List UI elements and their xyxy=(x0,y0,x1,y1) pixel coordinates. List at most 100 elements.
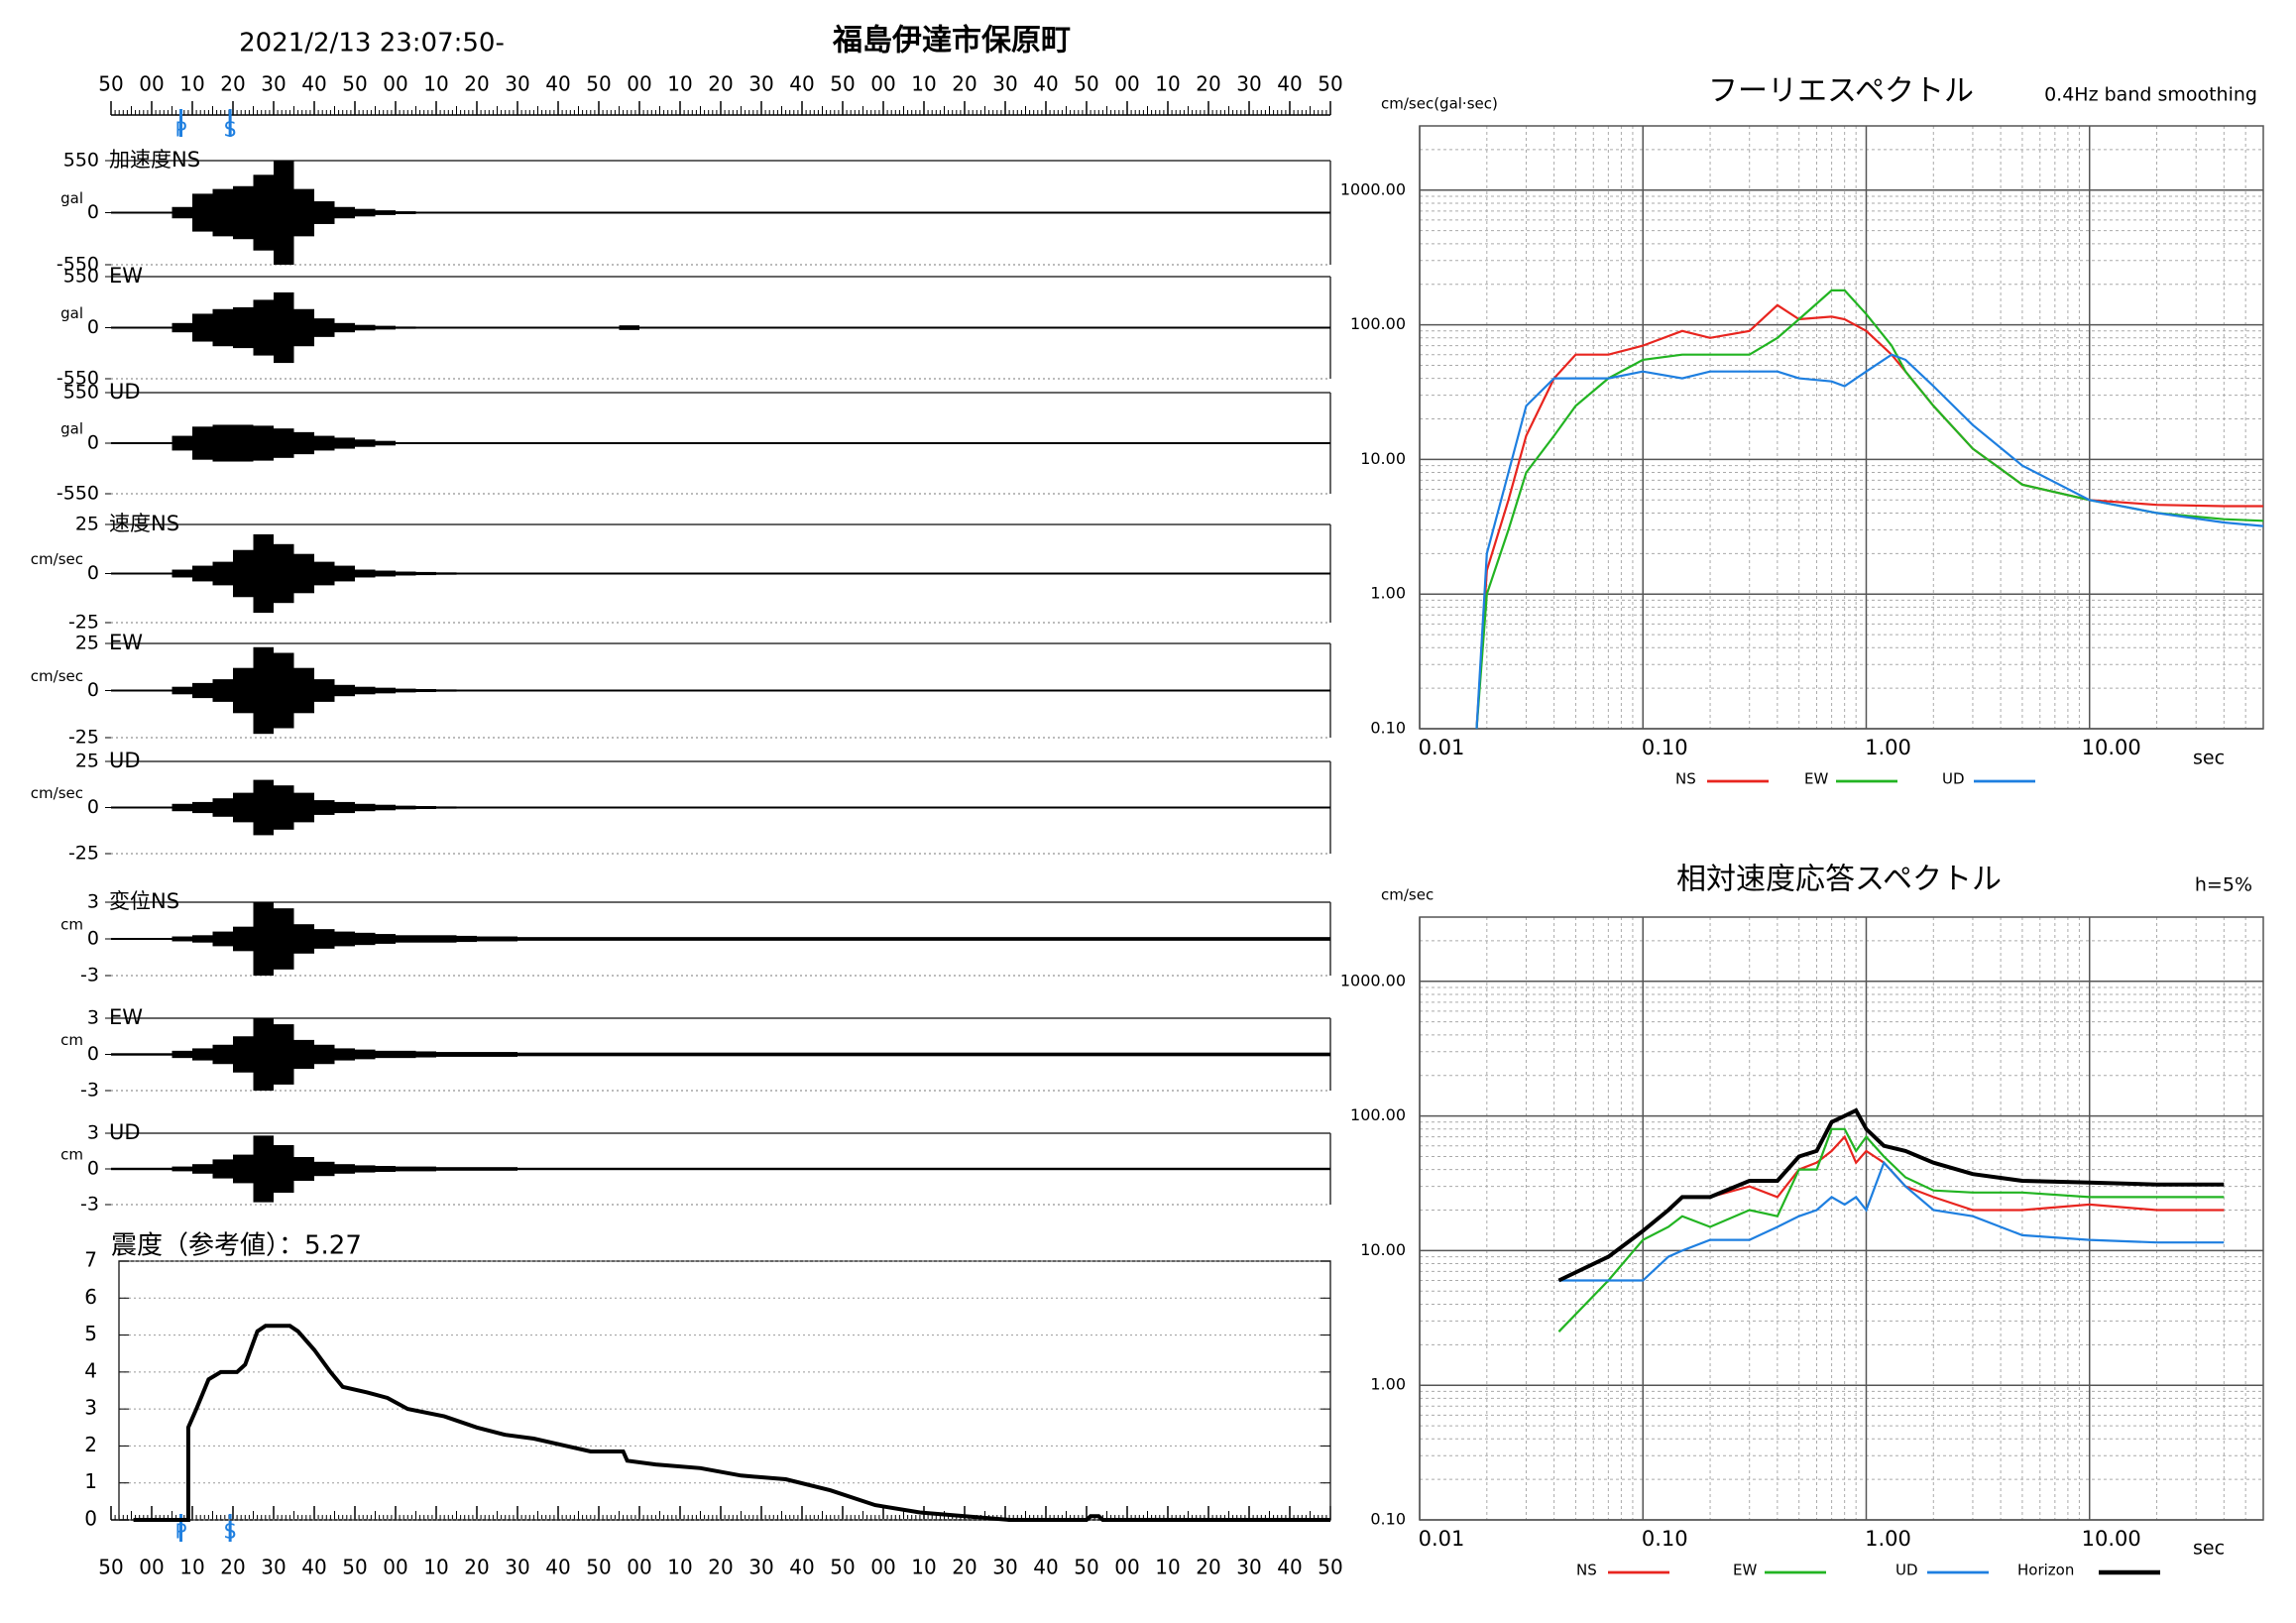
amplitude-envelope xyxy=(1127,1052,1148,1057)
y-tick-label: 3 xyxy=(87,1122,99,1144)
amplitude-envelope xyxy=(152,573,172,575)
response-subtitle: h=5% xyxy=(2195,874,2252,896)
amplitude-envelope xyxy=(1208,442,1229,444)
unit-label: cm xyxy=(60,1146,83,1164)
amplitude-envelope xyxy=(1147,1052,1168,1057)
amplitude-envelope xyxy=(1188,937,1208,941)
amplitude-envelope xyxy=(274,1145,294,1193)
amplitude-envelope xyxy=(253,299,274,356)
amplitude-envelope xyxy=(293,431,314,455)
amplitude-envelope xyxy=(1249,806,1270,809)
amplitude-envelope xyxy=(497,1167,517,1171)
amplitude-envelope xyxy=(1127,442,1148,444)
amplitude-envelope xyxy=(233,1154,254,1184)
amplitude-envelope xyxy=(578,937,599,941)
amplitude-envelope xyxy=(517,689,538,692)
time-tick-label: 10 xyxy=(1155,1556,1180,1579)
amplitude-envelope xyxy=(293,1039,314,1070)
time-tick-label: 40 xyxy=(789,72,814,96)
amplitude-envelope xyxy=(293,188,314,237)
amplitude-envelope xyxy=(883,572,904,575)
amplitude-envelope xyxy=(700,937,721,941)
amplitude-envelope xyxy=(944,806,965,809)
time-tick-label: 30 xyxy=(992,1556,1017,1579)
amplitude-envelope xyxy=(355,1165,376,1173)
amplitude-envelope xyxy=(822,1052,843,1057)
amplitude-envelope xyxy=(1005,212,1026,214)
amplitude-envelope xyxy=(843,1167,863,1171)
amplitude-envelope xyxy=(1290,572,1311,575)
amplitude-envelope xyxy=(1106,689,1127,692)
amplitude-envelope xyxy=(274,161,294,265)
y-tick-label: 1000.00 xyxy=(1340,971,1406,989)
y-tick-label: 100.00 xyxy=(1350,314,1406,333)
amplitude-envelope xyxy=(415,211,436,214)
amplitude-envelope xyxy=(192,565,213,582)
spectrum-line xyxy=(1475,353,2264,730)
amplitude-envelope xyxy=(578,212,599,214)
time-tick-label: 10 xyxy=(911,1556,936,1579)
amplitude-envelope xyxy=(355,208,376,217)
amplitude-envelope xyxy=(741,806,761,809)
amplitude-envelope xyxy=(1310,572,1330,575)
amplitude-envelope xyxy=(924,806,945,809)
amplitude-envelope xyxy=(1269,572,1290,575)
time-tick-label: 00 xyxy=(139,1556,164,1579)
amplitude-envelope xyxy=(375,934,396,944)
amplitude-envelope xyxy=(599,1167,620,1171)
amplitude-envelope xyxy=(883,1167,904,1171)
amplitude-envelope xyxy=(721,1167,742,1171)
time-tick-label: 20 xyxy=(952,1556,976,1579)
amplitude-envelope xyxy=(436,689,457,692)
amplitude-envelope xyxy=(497,327,517,329)
time-tick-label: 00 xyxy=(627,1556,651,1579)
amplitude-envelope xyxy=(599,689,620,692)
amplitude-envelope xyxy=(131,442,152,444)
amplitude-envelope xyxy=(1269,442,1290,444)
amplitude-envelope xyxy=(517,1052,538,1057)
legend-label: UD xyxy=(1895,1562,1918,1579)
amplitude-envelope xyxy=(903,689,924,692)
fourier-y-label: cm/sec(gal·sec) xyxy=(1381,95,1498,113)
amplitude-envelope xyxy=(396,1166,416,1172)
amplitude-envelope xyxy=(965,1052,985,1057)
unit-label: cm xyxy=(60,916,83,934)
time-tick-label: 40 xyxy=(1033,72,1058,96)
y-tick-label: -550 xyxy=(57,254,99,276)
amplitude-envelope xyxy=(1147,806,1168,809)
amplitude-envelope xyxy=(965,572,985,575)
amplitude-envelope xyxy=(1310,806,1330,809)
amplitude-envelope xyxy=(883,1052,904,1057)
amplitude-envelope xyxy=(1147,937,1168,941)
amplitude-envelope xyxy=(233,792,254,823)
x-tick-label: 0.10 xyxy=(1642,1527,1688,1551)
amplitude-envelope xyxy=(700,442,721,444)
y-tick-label: 10.00 xyxy=(1360,1240,1406,1259)
amplitude-envelope xyxy=(253,174,274,251)
amplitude-envelope xyxy=(1005,689,1026,692)
y-tick-label: 0 xyxy=(87,316,99,338)
unit-label: cm/sec xyxy=(31,784,83,802)
amplitude-envelope xyxy=(152,442,172,444)
amplitude-envelope xyxy=(1168,212,1189,214)
amplitude-envelope xyxy=(396,326,416,329)
amplitude-envelope xyxy=(903,442,924,444)
intensity-frame xyxy=(118,1260,1331,1521)
amplitude-envelope xyxy=(761,572,782,575)
amplitude-envelope xyxy=(1228,572,1249,575)
amplitude-envelope xyxy=(497,442,517,444)
amplitude-envelope xyxy=(1269,1052,1290,1057)
amplitude-envelope xyxy=(1188,1052,1208,1057)
amplitude-envelope xyxy=(659,689,680,692)
amplitude-envelope xyxy=(436,935,457,943)
amplitude-envelope xyxy=(314,800,335,815)
amplitude-envelope xyxy=(924,1052,945,1057)
amplitude-envelope xyxy=(334,931,355,947)
amplitude-envelope xyxy=(619,325,639,330)
time-tick-label: 40 xyxy=(301,1556,326,1579)
time-tick-label: 40 xyxy=(1277,1556,1302,1579)
y-tick-label: 0 xyxy=(87,432,99,454)
amplitude-envelope xyxy=(131,938,152,940)
amplitude-envelope xyxy=(436,806,457,809)
amplitude-envelope xyxy=(1208,1167,1229,1171)
